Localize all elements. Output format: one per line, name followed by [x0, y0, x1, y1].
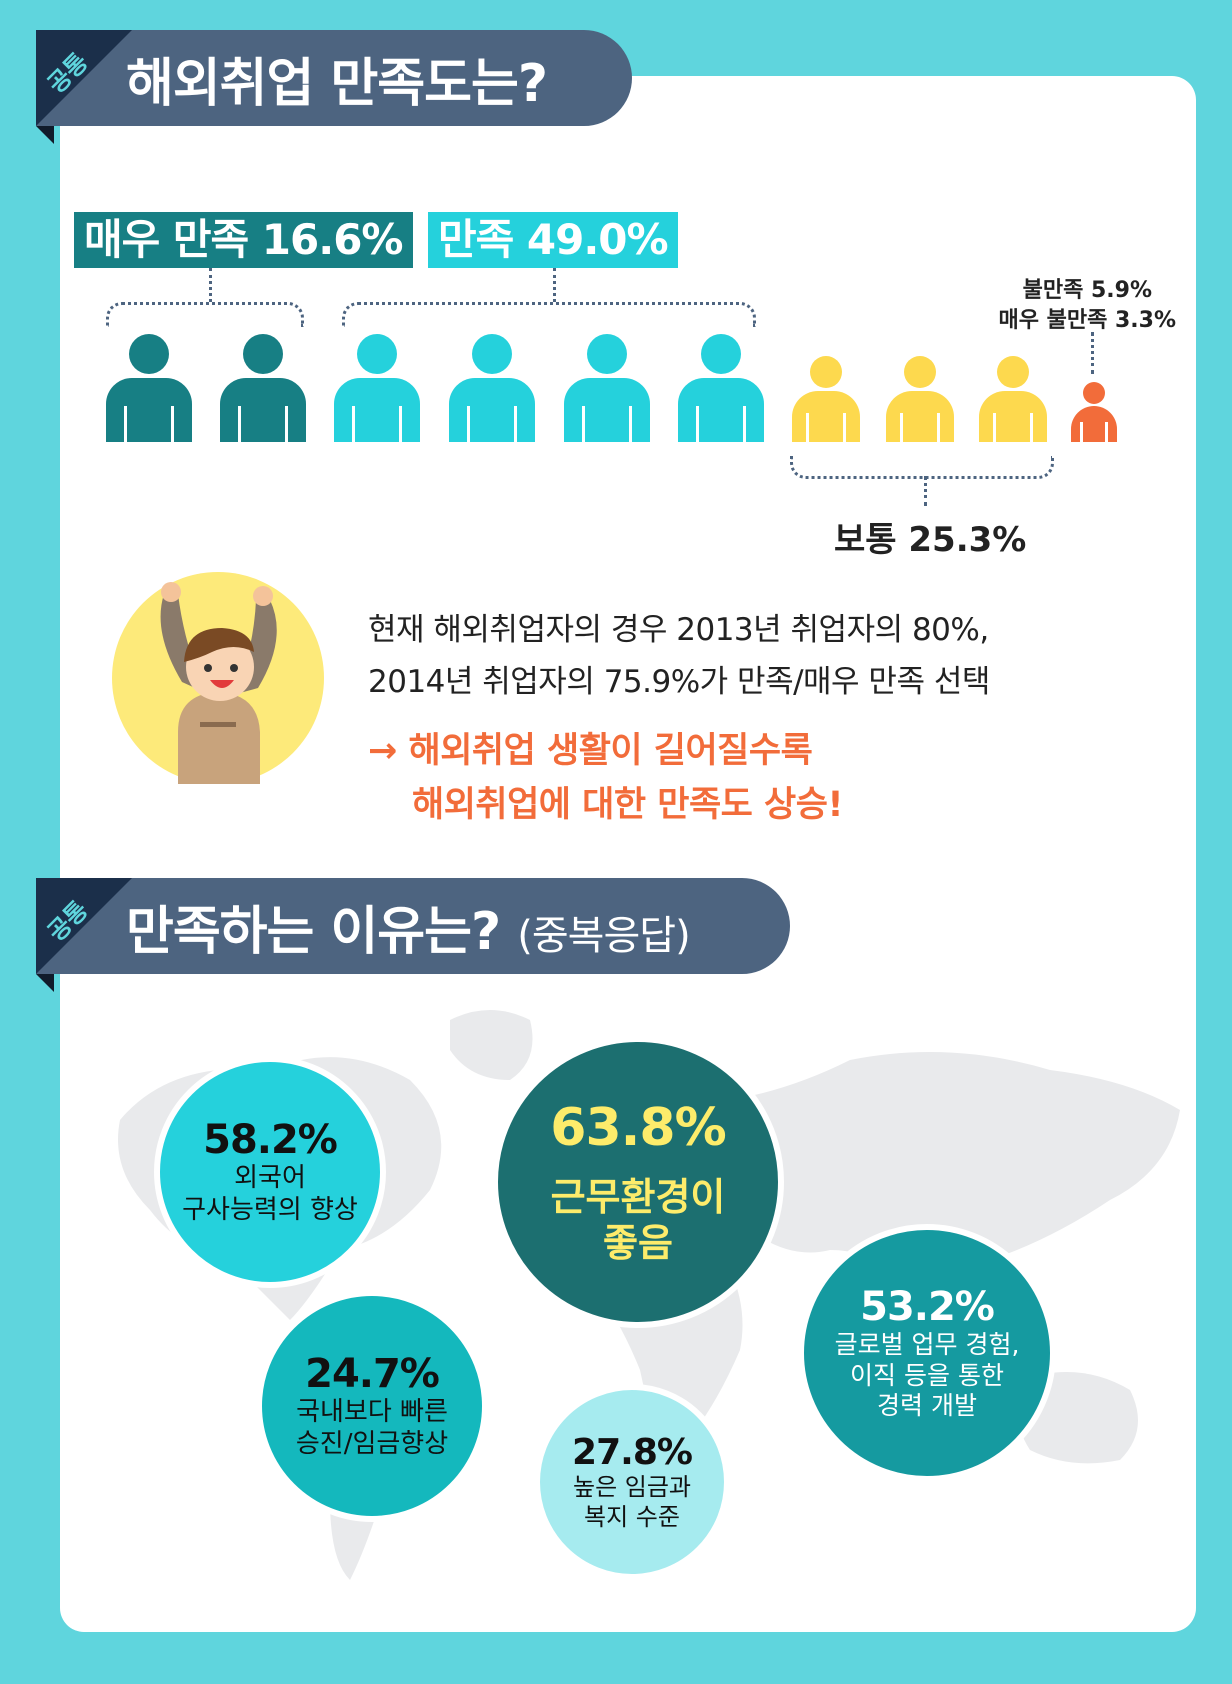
satisfied-bracket: [342, 302, 756, 327]
reason-percentage: 53.2%: [860, 1284, 995, 1331]
person-icon: [564, 334, 650, 442]
reason-text-line: 외국어: [234, 1163, 306, 1194]
reason-text-line: 경력 개발: [877, 1391, 977, 1421]
very-satisfied-label: 매우 만족 16.6%: [74, 212, 413, 268]
section-header-satisfaction: 공통 해외취업 만족도는?: [36, 30, 632, 144]
section-header-reasons: 공통 만족하는 이유는? (중복응답): [36, 878, 790, 992]
reason-text-line: 국내보다 빠른: [296, 1397, 448, 1428]
person-icon: [792, 356, 860, 442]
reason-text-line: 이직 등을 통한: [850, 1360, 1004, 1390]
summary-line-2: 2014년 취업자의 75.9%가 만족/매우 만족 선택: [368, 664, 990, 700]
neutral-label: 보통 25.3%: [834, 520, 1027, 560]
section-title: 만족하는 이유는? (중복응답): [126, 889, 691, 964]
reason-percentage: 58.2%: [203, 1117, 338, 1164]
reason-bubble-salary: 27.8% 높은 임금과 복지 수준: [534, 1384, 730, 1580]
summary-line-1: 현재 해외취업자의 경우 2013년 취업자의 80%,: [368, 612, 989, 648]
reason-percentage: 24.7%: [305, 1351, 440, 1398]
highlight-line-2: 해외취업에 대한 만족도 상승!: [412, 785, 843, 825]
section-subtitle: (중복응답): [517, 912, 690, 959]
person-icon: [886, 356, 954, 442]
person-icon: [979, 356, 1047, 442]
section-title: 해외취업 만족도는?: [126, 53, 548, 114]
reason-text-line: 구사능력의 향상: [182, 1195, 358, 1225]
reason-bubble-career: 53.2% 글로벌 업무 경험, 이직 등을 통한 경력 개발: [798, 1224, 1056, 1482]
section-title-main: 만족하는 이유는?: [126, 901, 501, 962]
reason-bubble-language: 58.2% 외국어 구사능력의 향상: [154, 1056, 386, 1288]
person-icon: [220, 334, 306, 442]
person-icon: [334, 334, 420, 442]
reason-text-line: 승진/임금향상: [295, 1429, 449, 1459]
neutral-bracket: [790, 456, 1054, 479]
very-dissatisfied-label: 매우 불만족 3.3%: [998, 308, 1176, 333]
person-icon: [449, 334, 535, 442]
highlight-line-1: → 해외취업 생활이 길어질수록: [368, 731, 813, 771]
person-icon: [1071, 382, 1117, 442]
reason-bubble-work-environment: 63.8% 근무환경이 좋음: [492, 1036, 784, 1328]
very-satisfied-bracket: [106, 302, 304, 327]
reason-percentage: 63.8%: [550, 1097, 726, 1158]
reason-text-line: 높은 임금과: [572, 1473, 692, 1502]
reason-text-line: 글로벌 업무 경험,: [834, 1330, 1020, 1360]
reason-percentage: 27.8%: [572, 1432, 693, 1474]
person-icon: [106, 334, 192, 442]
cheering-person-illustration: [112, 572, 324, 784]
reason-text-line: 좋음: [603, 1221, 673, 1265]
reason-text-line: 복지 수준: [584, 1502, 680, 1531]
person-icon: [678, 334, 764, 442]
reason-text-line: 근무환경이: [550, 1174, 726, 1219]
satisfied-label: 만족 49.0%: [428, 212, 678, 268]
dissatisfied-label: 불만족 5.9%: [1022, 278, 1152, 303]
reason-bubble-promotion: 24.7% 국내보다 빠른 승진/임금향상: [256, 1290, 488, 1522]
